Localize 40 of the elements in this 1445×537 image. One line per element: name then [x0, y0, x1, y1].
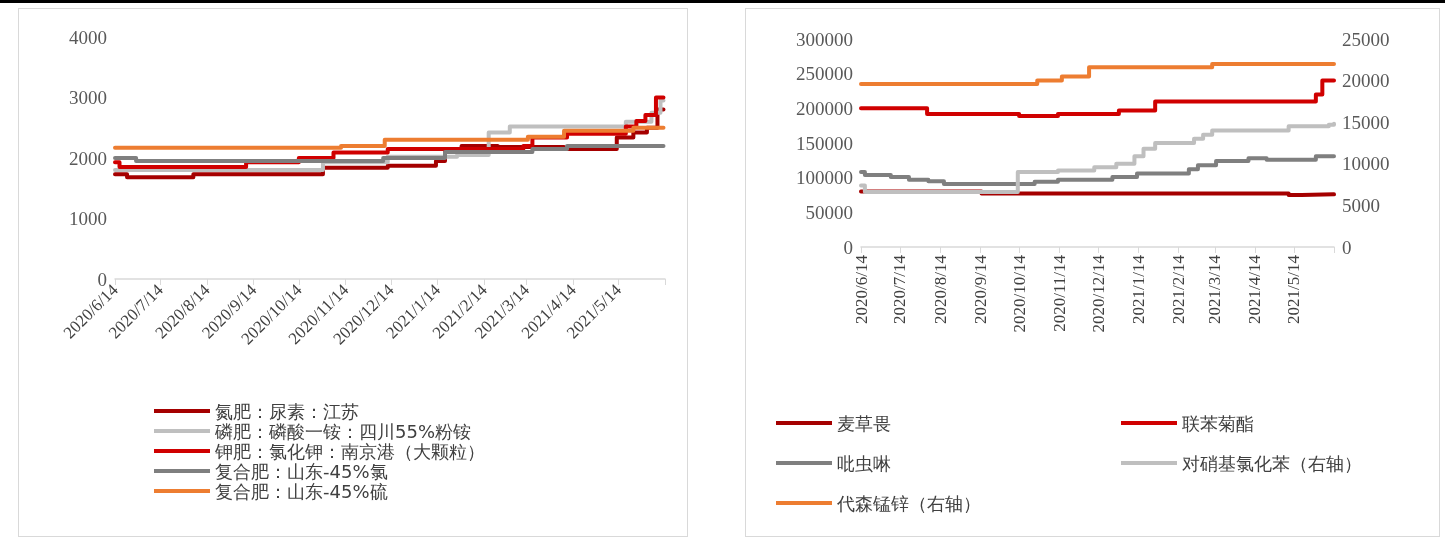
y2-tick-label: 25000 [1342, 28, 1390, 50]
x-tick-label: 2021/3/14 [1205, 254, 1225, 324]
x-tick-label: 2020/8/14 [930, 254, 950, 324]
y-tick-label: 150000 [796, 132, 853, 154]
y-tick-label: 300000 [796, 28, 853, 50]
x-tick-label: 2020/10/14 [1009, 254, 1029, 333]
legend-label: 氮肥：尿素：江苏 [215, 400, 359, 422]
y-tick-label: 100000 [796, 167, 853, 189]
legend-label: 麦草畏 [837, 412, 891, 434]
y-tick-label: 0 [843, 236, 853, 258]
legend-label: 钾肥：氯化钾：南京港（大颗粒） [214, 440, 485, 462]
y-tick-label: 50000 [805, 201, 853, 223]
y-tick-label: 3000 [69, 87, 107, 108]
legend-label: 联苯菊酯 [1182, 412, 1254, 434]
x-tick-label: 2021/1/14 [1128, 254, 1148, 324]
x-tick-label: 2020/6/14 [851, 254, 871, 324]
y2-tick-label: 10000 [1342, 153, 1390, 175]
y-tick-label: 2000 [69, 147, 107, 169]
y-tick-label: 1000 [69, 208, 107, 229]
y2-tick-label: 5000 [1342, 194, 1380, 216]
y2-tick-label: 20000 [1342, 70, 1390, 92]
y2-tick-label: 0 [1342, 236, 1352, 258]
legend-label: 磷肥：磷酸一铵：四川55%粉铵 [214, 420, 472, 442]
x-tick-label: 2021/2/14 [1168, 254, 1188, 324]
legend-label: 复合肥：山东-45%氯 [215, 460, 388, 482]
x-tick-label: 2020/9/14 [970, 254, 990, 324]
y2-tick-label: 15000 [1342, 111, 1390, 133]
legend-label: 吡虫啉 [837, 452, 891, 474]
x-tick-label: 2021/4/14 [1245, 254, 1265, 324]
y-tick-label: 200000 [796, 97, 853, 119]
x-tick-label: 2020/11/14 [1049, 254, 1069, 332]
y-tick-label: 0 [97, 268, 107, 290]
x-tick-label: 2020/7/14 [890, 254, 910, 324]
y-tick-label: 250000 [796, 63, 853, 85]
legend-label: 复合肥：山东-45%硫 [215, 480, 388, 502]
x-tick-label: 2021/5/14 [1284, 254, 1304, 324]
x-tick-label: 2020/12/14 [1088, 254, 1108, 333]
legend-label: 对硝基氯化苯（右轴） [1182, 452, 1362, 474]
y-tick-label: 4000 [69, 26, 107, 48]
legend-label: 代森锰锌（右轴） [836, 492, 981, 514]
